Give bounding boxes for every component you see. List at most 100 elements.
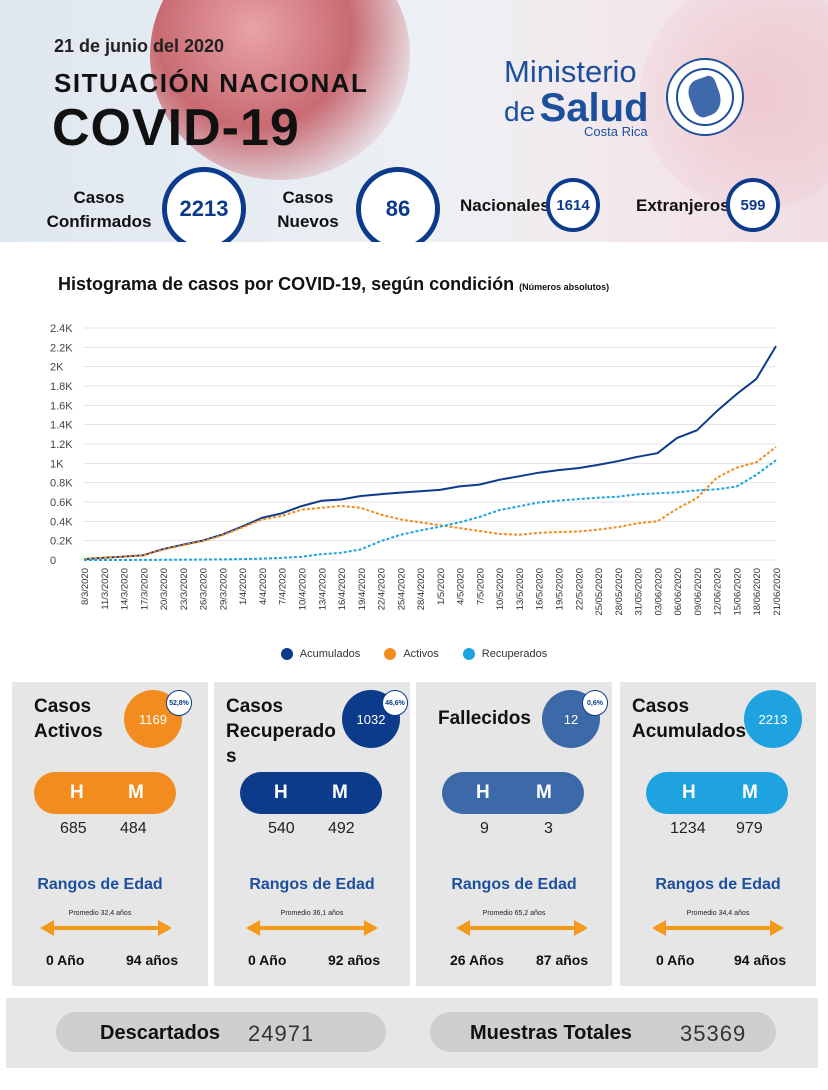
y-tick-label: 1.2K bbox=[50, 439, 73, 451]
x-tick-label: 12/06/2020 bbox=[713, 568, 724, 616]
age-range-arrow bbox=[652, 920, 784, 936]
legend-item-acumulados[interactable]: Acumulados bbox=[280, 648, 360, 660]
card-fallecidos-promedio: Promedio 65,2 años bbox=[482, 910, 546, 917]
card-activos-sex-pill: H M bbox=[34, 772, 176, 814]
arrow-right-icon bbox=[574, 920, 588, 936]
card-recuperados-m-value: 492 bbox=[328, 820, 355, 837]
x-tick-label: 20/3/2020 bbox=[159, 568, 170, 610]
x-tick-label: 25/4/2020 bbox=[396, 568, 407, 610]
sex-label-m: M bbox=[128, 782, 144, 803]
card-activos-h-value: 685 bbox=[60, 820, 87, 837]
card-acumulados-h-value: 1234 bbox=[670, 820, 706, 837]
card-fallecidos-min-age: 26 Años bbox=[450, 952, 504, 968]
x-tick-label: 21/06/2020 bbox=[772, 568, 783, 616]
legend-dot-recuperados bbox=[462, 648, 475, 660]
card-acumulados-promedio: Promedio 34,4 años bbox=[686, 910, 750, 917]
card-recuperados-title-line1: Casos bbox=[226, 696, 284, 717]
x-tick-label: 25/05/2020 bbox=[594, 568, 605, 616]
card-acumulados-title: Casos Acumulados bbox=[632, 694, 746, 744]
page-subtitle: SITUACIÓN NACIONAL bbox=[54, 68, 369, 98]
x-tick-label: 7/5/2020 bbox=[475, 568, 486, 605]
card-recuperados-title-line2: Recuperado bbox=[226, 721, 336, 742]
age-range-arrow bbox=[456, 920, 588, 936]
kpi-nacionales-value: 1614 bbox=[546, 178, 600, 232]
y-tick-label: 0.8K bbox=[50, 478, 73, 490]
kpi-confirmados-value: 2213 bbox=[162, 167, 246, 242]
legend-label-recuperados: Recuperados bbox=[481, 648, 548, 660]
card-acumulados-title-line2: Acumulados bbox=[632, 721, 747, 742]
card-acumulados-title-line1: Casos bbox=[632, 696, 690, 717]
series-line-recuperados bbox=[84, 459, 777, 561]
x-tick-label: 26/3/2020 bbox=[199, 568, 210, 610]
card-activos-min-age: 0 Año bbox=[46, 952, 85, 968]
y-tick-label: 2K bbox=[50, 362, 64, 374]
x-tick-label: 10/4/2020 bbox=[297, 568, 308, 610]
kpi-nuevos-label: Casos Nuevos bbox=[272, 186, 344, 234]
muestras-value: 35369 bbox=[680, 1021, 747, 1046]
legend-item-activos[interactable]: Activos bbox=[384, 648, 439, 660]
descartados-label: Descartados bbox=[100, 1022, 221, 1044]
card-acumulados-value: 2213 bbox=[744, 690, 802, 748]
sex-label-m: M bbox=[332, 782, 348, 803]
card-recuperados-sex-pill: H M bbox=[240, 772, 382, 814]
kpi-nacionales-label: Nacionales bbox=[460, 196, 550, 215]
x-tick-label: 10/5/2020 bbox=[495, 568, 506, 610]
sex-label-m: M bbox=[536, 782, 552, 803]
x-tick-label: 7/4/2020 bbox=[278, 568, 289, 605]
card-recuperados-promedio: Promedio 36,1 años bbox=[280, 910, 344, 917]
series-line-acumulados bbox=[83, 345, 777, 561]
card-activos-percent: 52,8% bbox=[166, 690, 192, 716]
arrow-right-icon bbox=[158, 920, 172, 936]
x-tick-label: 15/06/2020 bbox=[732, 568, 743, 616]
x-tick-label: 1/4/2020 bbox=[238, 568, 249, 605]
card-activos-title-line2: Activos bbox=[34, 721, 103, 742]
x-tick-label: 11/3/2020 bbox=[100, 568, 111, 610]
y-tick-label: 1.6K bbox=[50, 400, 73, 412]
header-banner: 21 de junio del 2020 SITUACIÓN NACIONAL … bbox=[0, 0, 828, 242]
kpi-extranjeros-label: Extranjeros bbox=[636, 196, 730, 215]
y-tick-label: 2.4K bbox=[50, 323, 73, 335]
legend-dot-activos bbox=[384, 648, 397, 660]
legend-item-recuperados[interactable]: Recuperados bbox=[462, 648, 548, 660]
y-tick-label: 1.4K bbox=[50, 420, 73, 432]
card-acumulados-m-value: 979 bbox=[736, 820, 763, 837]
bottom-summary: Descartados 24971 Muestras Totales 35369 bbox=[6, 998, 818, 1068]
logo-country: Costa Rica bbox=[584, 124, 648, 139]
card-recuperados-title-line3: s bbox=[226, 746, 237, 767]
y-tick-label: 0.6K bbox=[50, 497, 73, 509]
x-tick-label: 28/05/2020 bbox=[614, 568, 625, 616]
x-tick-label: 29/3/2020 bbox=[218, 568, 229, 610]
chart-title: Histograma de casos por COVID-19, según … bbox=[58, 274, 609, 295]
sex-label-h: H bbox=[274, 782, 288, 803]
x-tick-label: 19/4/2020 bbox=[357, 568, 368, 610]
card-activos-max-age: 94 años bbox=[126, 952, 179, 968]
age-range-arrow bbox=[40, 920, 172, 936]
arrow-left-icon bbox=[246, 920, 260, 936]
chart-title-note: (Números absolutos) bbox=[519, 282, 610, 292]
x-tick-label: 13/4/2020 bbox=[317, 568, 328, 610]
age-range-arrow bbox=[246, 920, 378, 936]
x-tick-label: 1/5/2020 bbox=[436, 568, 447, 605]
x-tick-label: 06/06/2020 bbox=[673, 568, 684, 616]
arrow-left-icon bbox=[40, 920, 54, 936]
card-acumulados-rangos: Rangos de Edad bbox=[655, 876, 781, 893]
descartados-pill: Descartados 24971 bbox=[56, 1012, 386, 1052]
sex-label-h: H bbox=[682, 782, 696, 803]
arrow-right-icon bbox=[770, 920, 784, 936]
kpi-confirmados-label-line1: Casos bbox=[73, 188, 125, 207]
arrow-left-icon bbox=[456, 920, 470, 936]
x-tick-label: 09/06/2020 bbox=[693, 568, 704, 616]
card-fallecidos-percent: 0,6% bbox=[582, 690, 608, 716]
arrow-bar bbox=[466, 926, 578, 930]
card-acumulados-sex-pill: H M bbox=[646, 772, 788, 814]
card-fallecidos-rangos: Rangos de Edad bbox=[451, 876, 577, 893]
card-fallecidos: Fallecidos 12 0,6% H M 9 3 Rangos de Eda… bbox=[416, 682, 612, 986]
legend-label-activos: Activos bbox=[403, 648, 439, 660]
card-acumulados-min-age: 0 Año bbox=[656, 952, 695, 968]
descartados-value: 24971 bbox=[248, 1021, 315, 1046]
card-recuperados-rangos: Rangos de Edad bbox=[249, 876, 375, 893]
kpi-nuevos-value: 86 bbox=[356, 167, 440, 242]
y-tick-label: 0.2K bbox=[50, 536, 73, 548]
card-activos: Casos Activos 1169 52,8% H M 685 484 Ran… bbox=[12, 682, 208, 986]
x-tick-label: 28/4/2020 bbox=[416, 568, 427, 610]
